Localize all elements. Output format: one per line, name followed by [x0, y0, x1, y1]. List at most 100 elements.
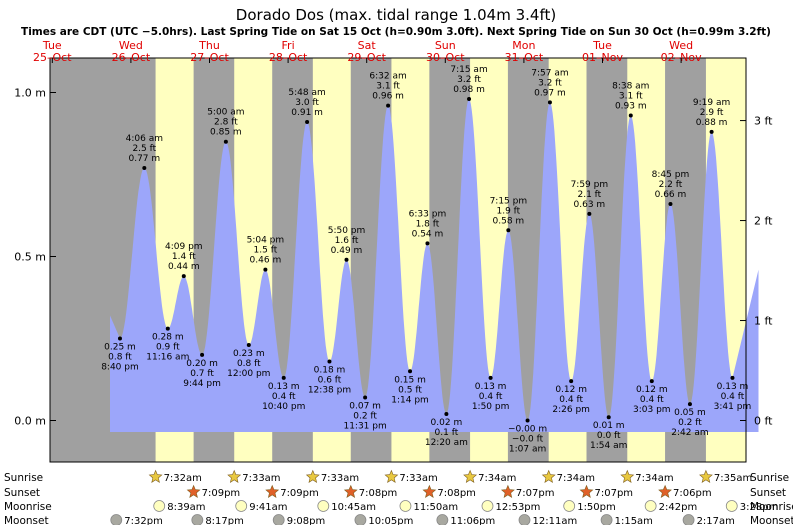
tide-point [246, 343, 251, 348]
tide-ft-label: 0.7 ft [190, 369, 214, 379]
tide-time-label: 11:31 pm [343, 422, 386, 432]
sunset-time: 7:07pm [595, 488, 634, 499]
moon-icon [110, 514, 123, 525]
tide-time-label: 2:26 pm [552, 405, 590, 415]
tide-ft-label: 1.9 ft [496, 206, 520, 216]
tide-ft-label: 0.4 ft [479, 392, 503, 402]
tide-area-layer [110, 99, 759, 432]
tide-ft-label: 2.5 ft [132, 144, 156, 154]
tide-point [628, 113, 633, 118]
tide-ft-label: 2.9 ft [700, 108, 724, 118]
tide-ft-label: 0.8 ft [108, 353, 132, 363]
tide-ft-label: 0.6 ft [318, 375, 342, 385]
day-weekday: Tue [42, 39, 62, 52]
moon-icon [682, 514, 695, 525]
tide-time-label: 7:15 pm [490, 196, 528, 206]
moonrise-time: 1:50pm [577, 502, 616, 513]
day-weekday: Fri [282, 39, 295, 52]
tide-point [408, 369, 413, 374]
moon-icon [399, 500, 412, 512]
moon-icon [354, 514, 367, 525]
tide-time-label: 6:32 am [369, 72, 406, 82]
tide-point [709, 129, 714, 134]
tide-m-label: 0.63 m [574, 200, 606, 210]
day-date: 02–Nov [661, 51, 702, 64]
tide-point [181, 274, 186, 279]
sunrise-row-label-right: Sunrise [750, 472, 789, 484]
tide-ft-label: 3.0 ft [295, 98, 319, 108]
tide-ft-label: 0.4 ft [721, 392, 745, 402]
moon-icon [436, 514, 449, 525]
moonrise-row-label-right: Moonrise [750, 501, 793, 513]
tide-time-label: 1:14 pm [391, 395, 429, 405]
sunset-time: 7:08pm [359, 488, 398, 499]
moon-icon [563, 500, 576, 512]
tide-point [547, 100, 552, 105]
sun-star-icon [186, 484, 201, 498]
sunrise-time: 7:33am [399, 473, 437, 484]
moonrise-time: 10:45am [331, 502, 376, 513]
tide-ft-label: 1.5 ft [254, 246, 278, 256]
sun-star-icon [658, 484, 672, 498]
moon-icon [153, 500, 166, 512]
moonset-time: 11:06pm [450, 516, 495, 525]
moonrise-time: 2:42pm [659, 502, 698, 513]
sunrise-time: 7:35am [714, 473, 752, 484]
tide-point [344, 257, 349, 262]
day-date: 26–Oct [112, 51, 151, 64]
tide-point [281, 375, 286, 380]
tide-point [444, 411, 449, 416]
sun-star-icon [148, 469, 163, 483]
tide-m-label: 0.18 m [314, 365, 346, 375]
tide-m-label: 0.58 m [493, 216, 525, 226]
tide-time-label: 8:38 am [612, 81, 649, 91]
tide-m-label: 0.13 m [268, 382, 300, 392]
tide-m-label: 0.96 m [372, 92, 404, 102]
tide-time-label: 5:00 am [207, 108, 244, 118]
tide-ft-label: 3.2 ft [457, 75, 481, 85]
tide-time-label: 9:19 am [693, 98, 730, 108]
tide-m-label: 0.97 m [534, 88, 566, 98]
tide-m-label: −0.00 m [508, 425, 547, 435]
tide-point [506, 228, 511, 233]
moonrise-time: 3:28pm [740, 502, 779, 513]
tide-time-label: 5:48 am [288, 88, 325, 98]
tide-m-label: 0.46 m [250, 256, 282, 266]
day-date: 27–Oct [190, 51, 229, 64]
tide-m-label: 0.23 m [233, 349, 265, 359]
tide-point [386, 103, 391, 108]
tide-ft-label: 0.5 ft [398, 385, 422, 395]
day-headers: Tue25–OctWed26–OctThu27–OctFri28–OctSat2… [33, 39, 702, 64]
tide-time-label: 5:04 pm [247, 236, 285, 246]
sunrise-time: 7:34am [478, 473, 516, 484]
day-date: 25–Oct [33, 51, 72, 64]
sunrise-time: 7:34am [635, 473, 673, 484]
moonset-time: 9:08pm [287, 516, 326, 525]
tide-point [730, 375, 735, 380]
tide-time-label: 12:00 pm [227, 369, 270, 379]
tide-point [649, 379, 654, 384]
tide-time-label: 1:50 pm [472, 402, 510, 412]
tide-time-label: 8:40 pm [101, 363, 139, 373]
tide-time-label: 1:54 am [590, 441, 627, 451]
tide-time-label: 9:44 pm [183, 379, 221, 389]
y-tick-label-ft: 2 ft [754, 215, 773, 228]
moon-icon [317, 500, 330, 512]
tide-m-label: 0.49 m [331, 246, 363, 256]
tide-m-label: 0.25 m [104, 343, 136, 353]
tide-time-label: 8:45 pm [652, 170, 690, 180]
tide-m-label: 0.88 m [696, 118, 728, 128]
sun-star-icon [422, 484, 437, 498]
sunrise-row-label-left: Sunrise [4, 472, 43, 484]
day-weekday: Thu [198, 39, 220, 52]
tide-m-label: 0.66 m [655, 190, 687, 200]
moon-icon [644, 500, 657, 512]
tide-time-label: 12:38 pm [308, 385, 351, 395]
day-date: 01–Nov [582, 51, 623, 64]
tide-point [223, 139, 228, 144]
moonset-time: 12:11am [533, 516, 578, 525]
moonset-time: 8:17pm [205, 516, 244, 525]
